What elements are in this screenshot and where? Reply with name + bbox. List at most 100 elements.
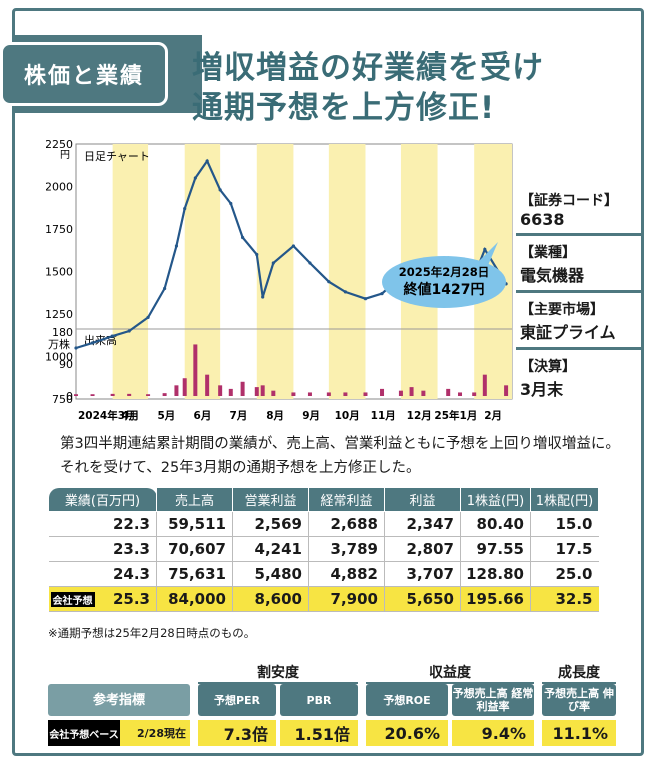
table-cell: 97.55 <box>460 536 531 562</box>
table-cell: 23.3 <box>48 536 157 562</box>
table-cell: 3,789 <box>308 536 385 562</box>
volume-bar <box>205 374 210 396</box>
price-point <box>241 235 245 240</box>
price-point <box>74 346 78 350</box>
ref-label: 予想PER <box>198 684 276 716</box>
info-market: 【主要市場】 東証プライム <box>516 299 644 350</box>
volume-bar <box>482 374 487 396</box>
callout-pointer <box>476 242 498 270</box>
section-badge: 株価と業績 <box>0 42 168 106</box>
price-point <box>90 341 95 345</box>
table-cell: 17.5 <box>530 536 599 562</box>
headline-line-2: 通期予想を上方修正! <box>192 90 496 126</box>
table-cell: 5,650 <box>384 586 461 612</box>
price-point <box>218 188 222 192</box>
table-row: 22.3 59,511 2,569 2,688 2,347 80.40 15.0 <box>48 511 599 537</box>
info-value: 6638 <box>516 210 644 236</box>
ref-title: 参考指標 <box>48 684 190 716</box>
table-cell: 4,882 <box>308 561 385 587</box>
y-tick-label: 1250 <box>46 308 73 321</box>
chart-label: 日足チャート <box>84 150 150 163</box>
table-cell: 2,807 <box>384 536 461 562</box>
volume-bar <box>240 381 245 396</box>
info-label: 【証券コード】 <box>520 193 618 209</box>
table-header: 売上高 <box>156 487 233 512</box>
table-cell: 3,707 <box>384 561 461 587</box>
volume-bar <box>146 394 151 396</box>
volume-bar <box>174 385 179 396</box>
x-tick-label: 4月 <box>121 410 139 422</box>
price-point <box>205 159 209 163</box>
table-cell: 15.0 <box>530 511 599 537</box>
table-cell: 59,511 <box>156 511 233 537</box>
table-row: 23.3 70,607 4,241 3,789 2,807 97.55 17.5 <box>48 536 599 562</box>
volume-bar <box>74 394 78 396</box>
table-cell: 4,241 <box>232 536 309 562</box>
table-header: 業績(百万円) <box>48 487 157 512</box>
ref-label: 予想売上高 経常利益率 <box>452 684 534 716</box>
price-point <box>380 292 384 296</box>
volume-bar <box>182 378 187 396</box>
table-header: 利益 <box>384 487 461 512</box>
price-point <box>327 280 331 284</box>
article-frame <box>12 8 644 756</box>
ref-base-label: 会社予想ベース <box>48 720 120 746</box>
x-tick-label: 6月 <box>194 410 212 422</box>
category-profit: 収益度 <box>366 662 534 684</box>
headline: 増収増益の好業績を受け 通期予想を上方修正! <box>192 48 544 128</box>
volume-bar <box>343 392 348 396</box>
price-point <box>271 261 275 265</box>
y-tick-label: 2250 <box>46 138 73 151</box>
volume-bar <box>254 387 259 396</box>
ref-label: PBR <box>280 684 358 716</box>
table-cell: 24.3 <box>48 561 157 587</box>
x-tick-label: 10月 <box>335 410 360 422</box>
volume-bar <box>409 387 414 396</box>
table-cell: 25.0 <box>530 561 599 587</box>
price-point <box>111 334 115 338</box>
volume-bar <box>380 388 385 396</box>
ref-label: 予想ROE <box>366 684 448 716</box>
table-cell: 2,688 <box>308 511 385 537</box>
price-unit: 円 <box>60 150 70 161</box>
y-tick-label: 750 <box>52 393 73 406</box>
table-cell: 2,347 <box>384 511 461 537</box>
table-row-forecast: 会社予想 25.3 84,000 8,600 7,900 5,650 195.66 32.5 <box>48 586 599 612</box>
x-tick-label: 8月 <box>266 410 284 422</box>
info-value: 東証プライム <box>516 319 644 350</box>
table-cell: 75,631 <box>156 561 233 587</box>
ref-value: 1.51倍 <box>280 720 358 746</box>
stock-chart: 2250 2000 1750 1500 1250 1000 750 180 90 0 円 日足チャート… <box>46 138 513 422</box>
table-row: 24.3 75,631 5,480 4,882 3,707 128.80 25.0 <box>48 561 599 587</box>
volume-tick-label: 0 <box>66 390 73 403</box>
ref-value: 20.6% <box>366 720 448 746</box>
category-growth: 成長度 <box>542 662 616 684</box>
month-band <box>184 144 221 399</box>
month-band <box>112 144 149 399</box>
callout-bubble <box>382 256 506 308</box>
price-point <box>291 244 296 248</box>
info-fiscal: 【決算】 3月末 <box>516 356 644 404</box>
volume-bar <box>110 393 115 396</box>
volume-bar <box>90 394 95 396</box>
volume-bar <box>218 385 223 396</box>
volume-bar <box>421 390 426 396</box>
info-label: 【主要市場】 <box>520 302 604 318</box>
volume-bar <box>326 392 331 396</box>
table-header: 営業利益 <box>232 487 309 512</box>
volume-bar <box>307 392 312 396</box>
price-point <box>483 247 487 251</box>
x-tick-label: 2月 <box>484 410 502 422</box>
table-cell: 5,480 <box>232 561 309 587</box>
ref-date: 2/28現在 <box>120 720 190 746</box>
price-point <box>229 201 233 206</box>
volume-bar <box>472 392 477 396</box>
price-point <box>163 286 167 291</box>
price-point <box>174 244 179 248</box>
table-cell: 8,600 <box>232 586 309 612</box>
headline-line-1: 増収増益の好業績を受け <box>192 50 544 86</box>
table-cell: 22.3 <box>48 511 157 537</box>
volume-tick-label: 90 <box>59 358 73 371</box>
month-band <box>256 144 294 399</box>
x-tick-label: 7月 <box>230 410 248 422</box>
